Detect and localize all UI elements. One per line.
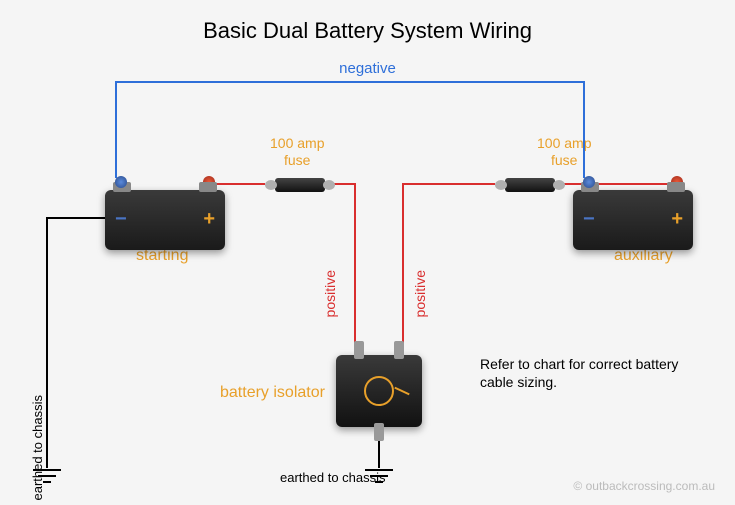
- aux-pos-sign: +: [671, 208, 683, 231]
- aux-pos-terminal-icon: [671, 176, 683, 188]
- diagram-title: Basic Dual Battery System Wiring: [203, 18, 532, 44]
- starting-battery: − +: [105, 190, 225, 250]
- starting-pos-terminal-icon: [203, 176, 215, 188]
- sizing-note: Refer to chart for correct battery cable…: [480, 355, 700, 391]
- ground-symbol-left: [33, 468, 61, 488]
- starting-pos-sign: +: [203, 208, 215, 231]
- positive-wire-label-2: positive: [412, 270, 428, 317]
- ground-symbol-isolator: [365, 468, 393, 488]
- earth-wire-left: [47, 218, 105, 468]
- positive-wire-label-1: positive: [322, 270, 338, 317]
- isolator-dial-icon: [364, 376, 394, 406]
- starting-neg-sign: −: [115, 208, 127, 231]
- positive-wire-mid: [334, 184, 355, 344]
- aux-neg-terminal-icon: [583, 176, 595, 188]
- fuse-1: [275, 178, 325, 192]
- isolator-terminal-1-icon: [354, 341, 364, 359]
- isolator-terminal-2-icon: [394, 341, 404, 359]
- starting-neg-terminal-icon: [115, 176, 127, 188]
- aux-neg-sign: −: [583, 208, 595, 231]
- isolator-label: battery isolator: [220, 384, 325, 402]
- isolator-ground-terminal-icon: [374, 423, 384, 441]
- watermark: © outbackcrossing.com.au: [573, 479, 715, 493]
- positive-wire-right-drop: [403, 184, 495, 344]
- negative-wire-label: negative: [339, 60, 396, 77]
- auxiliary-battery: − +: [573, 190, 693, 250]
- negative-wire: [116, 82, 584, 178]
- fuse-2-label: 100 ampfuse: [537, 135, 591, 169]
- fuse-2: [505, 178, 555, 192]
- fuse-1-label: 100 ampfuse: [270, 135, 324, 169]
- battery-isolator: [336, 355, 422, 427]
